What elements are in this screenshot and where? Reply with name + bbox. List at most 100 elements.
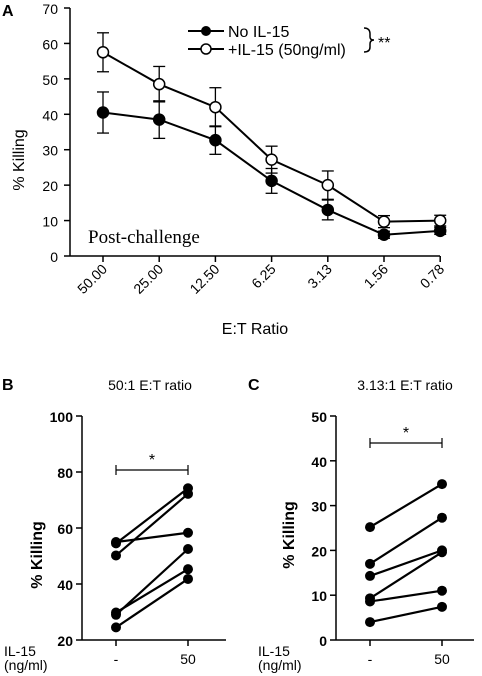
panel-b-significance-bar: *	[115, 452, 189, 475]
panel-b-pair-line	[115, 531, 189, 544]
panel-a-point-no-il15	[152, 113, 166, 126]
legend-marker-open	[200, 43, 212, 55]
panel-c-point-untreated	[365, 570, 375, 581]
legend-label-no-il15: No IL-15	[228, 24, 289, 41]
panel-c-pair-line	[369, 551, 443, 600]
panel-c-pair-line	[369, 549, 443, 577]
panel-c-x-ticks: - 50	[368, 640, 450, 667]
panel-a-ytick-label: 0	[50, 249, 58, 265]
panel-c-point-il15	[437, 479, 447, 490]
panel-c-pair-line	[369, 589, 443, 603]
panel-c-ytick-label: 0	[319, 633, 327, 649]
panel-a-xtick-label: 12.50	[186, 261, 222, 297]
panel-b-point-untreated	[111, 550, 121, 561]
panel-c-plot-area	[365, 479, 447, 628]
panel-a-xtick-label: 25.00	[130, 261, 166, 297]
panel-c-pair-line	[369, 516, 443, 565]
panel-c-point-untreated	[365, 558, 375, 569]
panel-b-row-label-line2: (ng/ml)	[4, 657, 48, 673]
panel-b-xtick-label: 50	[180, 651, 196, 667]
legend-bracket	[363, 27, 375, 53]
panel-c-ytick-label: 20	[311, 543, 327, 559]
panel-a-ytick-label: 20	[42, 178, 58, 194]
panel-c-pair-line	[369, 483, 443, 529]
panel-c-ytick-label: 10	[311, 588, 327, 604]
panel-b-y-ticks: 20 40 60 80 100	[50, 409, 82, 649]
panel-a-point-il15	[433, 214, 447, 227]
panel-b-label: B	[2, 377, 14, 394]
panel-b-point-il15	[183, 564, 193, 575]
panel-b-xtick-label: -	[114, 651, 119, 667]
panel-b-point-il15	[183, 527, 193, 538]
panel-c-significance-bar: *	[369, 425, 443, 448]
panel-a-x-ticks: 50.00 25.00 12.50 6.25 3.13 1.56 0.78	[74, 256, 447, 297]
panel-c-ytick-label: 40	[311, 454, 327, 470]
panel-a: A % Killing 0 10 20 30 40 50 60 70 50.00 25.00 12…	[2, 1, 447, 338]
panel-b-significance: *	[149, 452, 155, 469]
panel-c-point-untreated	[365, 617, 375, 628]
panel-c-ytick-label: 50	[311, 409, 327, 425]
panel-a-plot-area	[96, 32, 447, 241]
panel-a-ytick-label: 60	[42, 36, 58, 52]
panel-a-point-il15	[377, 215, 391, 228]
panel-a-point-no-il15	[433, 224, 447, 238]
panel-c-significance: *	[403, 425, 409, 442]
panel-b-point-il15	[183, 573, 193, 584]
panel-c-pair-line	[369, 605, 443, 624]
panel-a-xtick-label: 0.78	[417, 261, 448, 292]
panel-a-point-no-il15	[209, 133, 222, 147]
panel-a-legend: No IL-15 +IL-15 (50ng/ml) **	[188, 24, 390, 59]
panel-a-point-il15	[96, 46, 110, 59]
panel-b-ytick-label: 20	[57, 633, 73, 649]
panel-c-label: C	[248, 377, 260, 394]
panel-c-point-untreated	[365, 596, 375, 607]
panel-c-ylabel: % Killing	[281, 501, 298, 569]
panel-b-pair-line	[115, 493, 189, 557]
legend-label-il15: +IL-15 (50ng/ml)	[228, 42, 346, 59]
panel-a-point-no-il15	[377, 228, 391, 241]
panel-a-xtick-label: 1.56	[361, 261, 392, 292]
panel-c-point-untreated	[365, 522, 375, 533]
panel-a-ytick-label: 10	[42, 214, 58, 230]
panel-b-point-untreated	[111, 537, 121, 547]
panel-c-title: 3.13:1 E:T ratio	[357, 377, 453, 393]
panel-b-pair-line	[115, 487, 189, 545]
panel-c-row-label-line2: (ng/ml)	[258, 657, 302, 673]
panel-c-y-ticks: 0 10 20 30 40 50	[311, 409, 336, 649]
panel-b-title: 50:1 E:T ratio	[108, 377, 192, 393]
panel-b-point-untreated	[111, 622, 121, 633]
panel-b-row-label-line1: IL-15	[4, 643, 36, 659]
panel-c-xtick-label: 50	[434, 651, 450, 667]
panel-c-point-il15	[437, 601, 447, 612]
panel-c: C 3.13:1 E:T ratio % Killing 0 10 20 30 40 50…	[248, 377, 474, 673]
panel-a-point-il15	[209, 100, 222, 114]
panel-b-point-il15	[183, 488, 193, 499]
panel-c-point-il15	[437, 585, 447, 596]
panel-a-point-no-il15	[96, 106, 110, 119]
panel-b-point-untreated	[111, 609, 121, 620]
panel-b-ytick-label: 80	[57, 465, 73, 481]
panel-a-annotation: Post-challenge	[88, 227, 200, 248]
panel-a-ylabel: % Killing	[11, 129, 28, 190]
panel-b-point-il15	[183, 544, 193, 554]
panel-b-plot-area	[111, 483, 193, 633]
panel-a-xlabel: E:T Ratio	[222, 321, 289, 338]
panel-a-ytick-label: 50	[42, 72, 58, 88]
panel-b: B 50:1 E:T ratio % Killing 20 40 60 80 100 -…	[2, 377, 226, 673]
panel-c-xtick-label: -	[368, 651, 373, 667]
panel-a-point-il15	[265, 153, 278, 166]
panel-a-xtick-label: 6.25	[248, 261, 279, 292]
panel-c-point-il15	[437, 512, 447, 523]
panel-a-point-il15	[152, 77, 166, 91]
panel-a-point-no-il15	[265, 174, 278, 188]
panel-a-xtick-label: 50.00	[74, 261, 110, 297]
panel-b-ylabel: % Killing	[29, 521, 46, 589]
panel-b-x-ticks: - 50	[114, 640, 196, 667]
panel-b-ytick-label: 40	[57, 577, 73, 593]
panel-a-point-il15	[321, 178, 335, 192]
panel-a-ytick-label: 30	[42, 143, 58, 159]
panel-b-pair-line	[115, 548, 189, 616]
panel-b-pair-line	[115, 578, 189, 629]
panel-a-ytick-label: 40	[42, 107, 58, 123]
panel-b-ytick-label: 100	[50, 409, 74, 425]
